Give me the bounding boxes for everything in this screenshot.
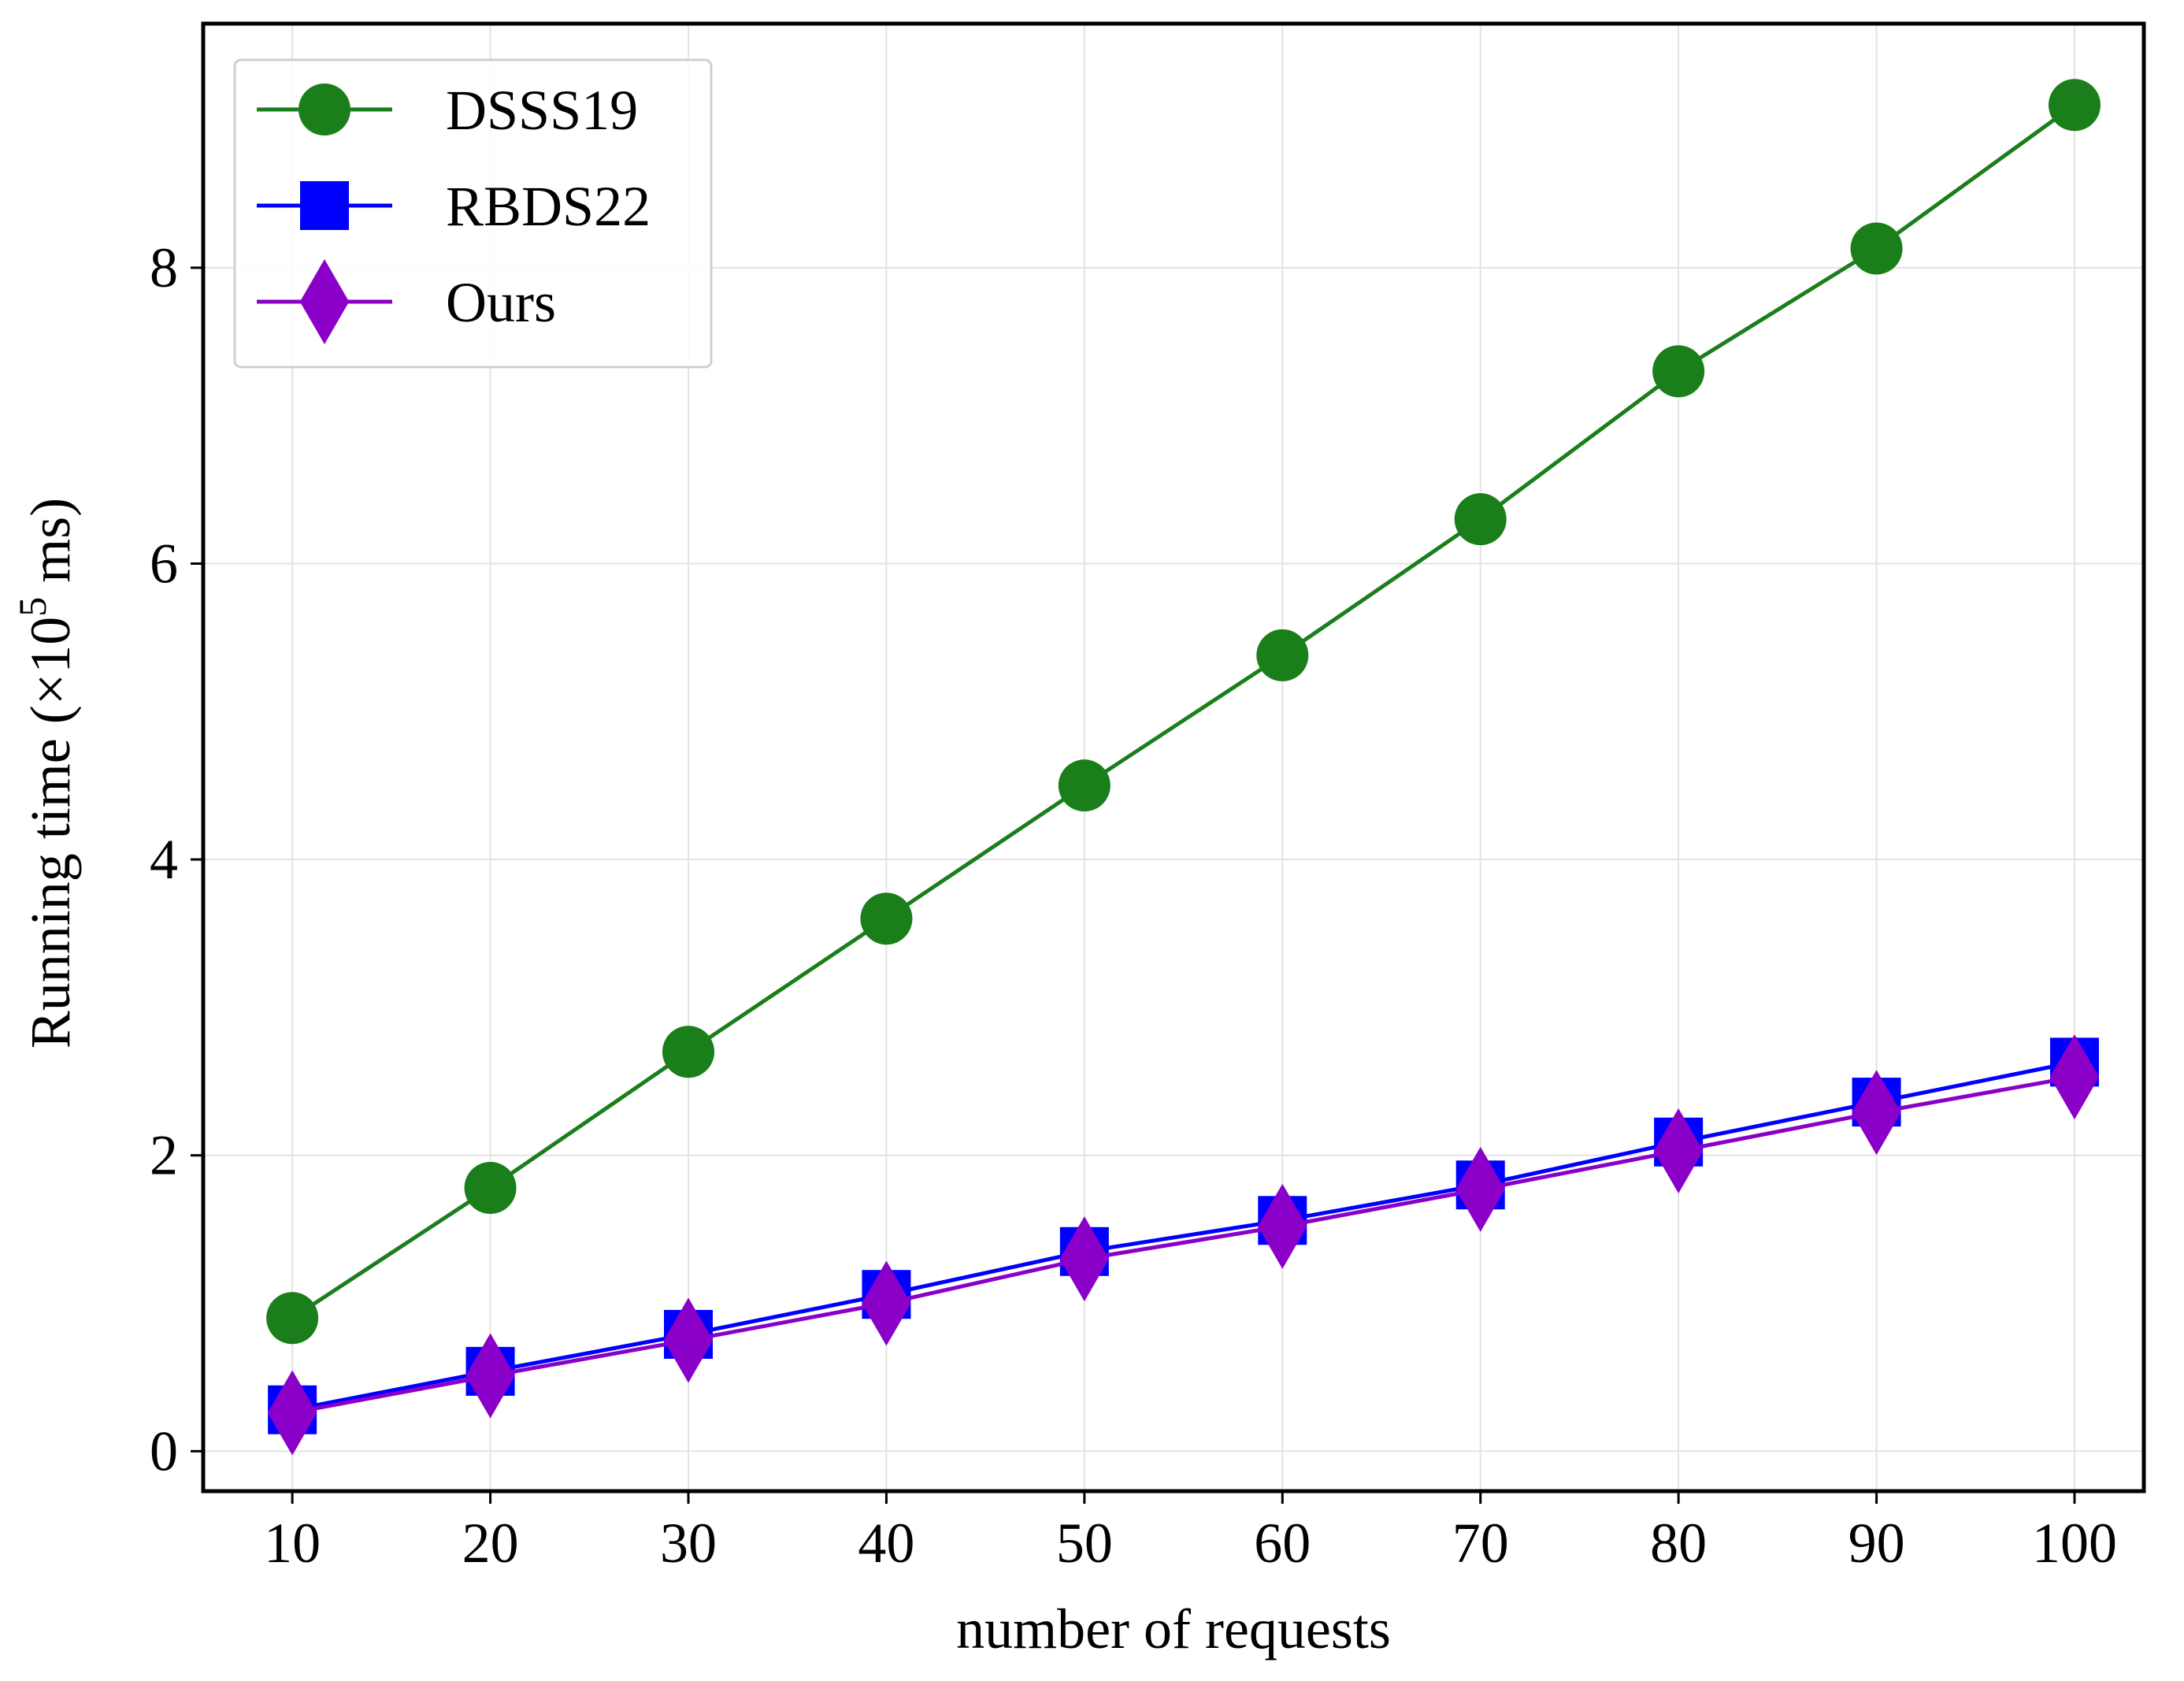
data-point-dsss19 [2049, 79, 2101, 132]
series-rbds22 [268, 1037, 2099, 1434]
y-tick-label: 4 [150, 828, 178, 891]
legend-marker-dsss19 [298, 83, 350, 135]
data-point-dsss19 [662, 1026, 714, 1078]
legend-marker-ours [299, 259, 350, 344]
data-point-ours [1852, 1070, 1901, 1156]
x-tick-label: 60 [1254, 1512, 1311, 1575]
axis-labels: number of requests Running time (×105 ms) [10, 498, 1391, 1661]
data-point-dsss19 [266, 1292, 319, 1345]
y-axis-label: Running time (×105 ms) [10, 498, 82, 1049]
y-axis-label-exponent: 5 [10, 597, 54, 617]
x-tick-label: 20 [462, 1512, 519, 1575]
y-tick-label: 8 [150, 236, 178, 299]
series-line-rbds22 [291, 1059, 2075, 1412]
legend: DSSS19 RBDS22 Ours [233, 58, 713, 369]
plot-frame [201, 21, 2146, 1494]
y-tick-label: 6 [150, 532, 178, 595]
x-axis-label: number of requests [956, 1598, 1391, 1661]
x-tick-label: 80 [1650, 1512, 1707, 1575]
x-tick-label: 50 [1056, 1512, 1113, 1575]
legend-entry-dsss19: DSSS19 [257, 79, 638, 142]
series-ours [267, 1034, 2100, 1456]
data-point-dsss19 [860, 892, 913, 945]
data-point-dsss19 [1652, 345, 1705, 398]
y-axis-label-prefix: Running time (×10 [19, 617, 82, 1049]
legend-marker-rbds22 [300, 181, 349, 230]
series-dsss19 [266, 79, 2101, 1345]
series-line-ours [291, 1074, 2075, 1415]
data-point-ours [267, 1370, 317, 1456]
axes-layer: 10 20 30 40 50 60 70 80 90 100 0 2 4 6 8 [150, 21, 2146, 1575]
series-layer [266, 79, 2101, 1456]
data-point-ours [2049, 1034, 2100, 1120]
data-point-ours [465, 1333, 515, 1419]
y-tick-label: 0 [150, 1419, 178, 1482]
data-point-ours [1653, 1108, 1704, 1194]
y-axis-label-suffix: ms) [19, 498, 82, 597]
grid-layer [203, 24, 2144, 1491]
x-tick-label: 10 [264, 1512, 321, 1575]
data-point-dsss19 [464, 1162, 517, 1215]
data-point-ours [1455, 1146, 1505, 1232]
x-tick-label: 30 [660, 1512, 717, 1575]
data-point-dsss19 [1454, 493, 1507, 546]
data-point-dsss19 [1850, 222, 1903, 275]
x-tick-label: 70 [1452, 1512, 1509, 1575]
legend-label-rbds22: RBDS22 [446, 175, 651, 238]
data-point-ours [1059, 1216, 1110, 1302]
legend-entry-rbds22: RBDS22 [257, 175, 651, 238]
x-tick-label: 40 [858, 1512, 914, 1575]
data-point-ours [663, 1297, 714, 1383]
data-point-dsss19 [1256, 629, 1309, 681]
x-tick-label: 100 [2032, 1512, 2117, 1575]
data-point-dsss19 [1058, 759, 1111, 812]
legend-entry-ours: Ours [257, 259, 556, 344]
data-point-ours [1258, 1183, 1307, 1269]
legend-label-dsss19: DSSS19 [446, 79, 638, 142]
legend-label-ours: Ours [446, 271, 556, 334]
y-tick-label: 2 [150, 1124, 178, 1187]
series-line-dsss19 [291, 103, 2076, 1320]
data-point-ours [862, 1260, 911, 1346]
x-tick-label: 90 [1848, 1512, 1905, 1575]
legend-box [233, 58, 713, 369]
